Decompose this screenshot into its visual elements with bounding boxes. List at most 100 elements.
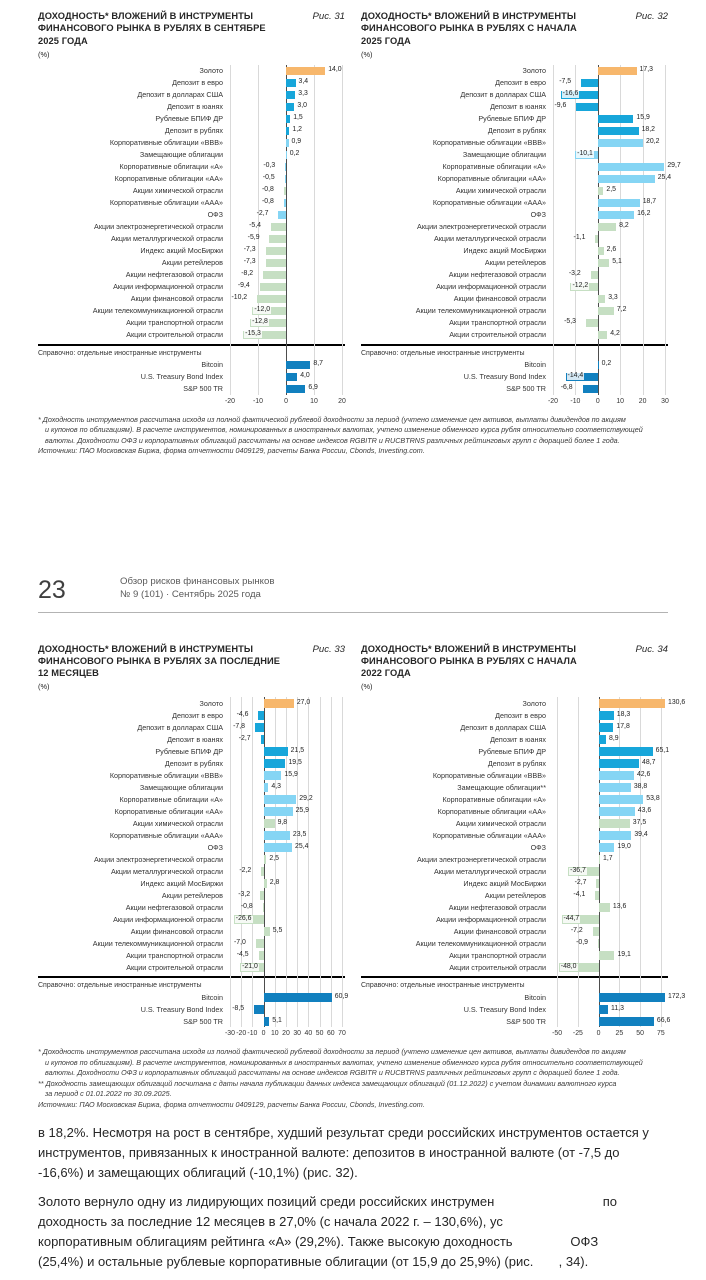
- bar: [597, 126, 639, 135]
- bar-value: -44,7: [562, 914, 581, 923]
- bar: [598, 1017, 654, 1026]
- row-label: Золото: [199, 66, 223, 76]
- gridline: [660, 697, 662, 1028]
- row-plot: -36,7: [553, 865, 665, 877]
- row-label: Акции металлургической отрасли: [433, 866, 546, 876]
- row-label: Замещающие облигации**: [457, 782, 546, 792]
- bar: [260, 735, 264, 744]
- chart-row: Акции ретейлеров -7,3: [38, 257, 345, 269]
- chart-row: S&P 500 TR 66,6: [361, 1015, 670, 1027]
- chart-row: Акции нефтегазовой отрасли 13,6: [361, 901, 668, 913]
- row-plot: -4,1: [553, 889, 665, 901]
- bar-value: -2,7: [238, 734, 251, 742]
- row-plot: -1,1: [553, 233, 665, 245]
- chart-row: Корпоративные облигации «ААА» 18,7: [361, 197, 668, 209]
- chart-row: Акции информационной отрасли -44,7: [361, 913, 668, 925]
- chart-title: ДОХОДНОСТЬ* ВЛОЖЕНИЙ В ИНСТРУМЕНТЫ ФИНАНС…: [38, 11, 266, 46]
- bar-value: 11,3: [611, 1004, 624, 1012]
- chart-row: U.S. Treasury Bond Index -8,5: [38, 1003, 345, 1015]
- bar-value: 21,5: [290, 746, 305, 754]
- bar-value: -26,6: [234, 914, 253, 923]
- row-label: Рублевые БПИФ ДР: [478, 114, 546, 124]
- row-label: Депозит в рублях: [164, 126, 223, 136]
- row-plot: -4,5: [230, 949, 342, 961]
- row-label: Золото: [199, 698, 223, 708]
- bar: [265, 246, 286, 255]
- gridline: [230, 64, 231, 395]
- bar-value: 42,6: [636, 770, 651, 778]
- bar: [254, 723, 264, 732]
- bar-value: 1,2: [292, 126, 302, 134]
- chart-row: Депозит в рублях 19,5: [38, 757, 345, 769]
- body-paragraph-2: Золото вернуло одну из лидирующих позици…: [38, 1192, 668, 1272]
- bar: [598, 795, 644, 804]
- chart-row: S&P 500 TR 6,9: [38, 383, 345, 395]
- footnote-line: и купонов по облигациям). В расчете инст…: [45, 1057, 643, 1067]
- gridline: [241, 697, 243, 1028]
- chart-row: Акции финансовой отрасли 5,5: [38, 925, 345, 937]
- bar: [597, 186, 604, 195]
- row-plot: 8,2: [553, 221, 665, 233]
- bar-value: 25,4: [657, 174, 672, 182]
- bar: [263, 855, 267, 864]
- bar-value: -21,0: [241, 962, 259, 971]
- row-label: Акции телекоммуникационной отрасли: [415, 306, 546, 316]
- chart-row: Корпоративные облигации «ВВВ» 20,2: [361, 137, 668, 149]
- bar: [598, 855, 601, 864]
- chart-row: Корпоративные облигации «ВВВ» 42,6: [361, 769, 668, 781]
- row-label: U.S. Treasury Bond Index: [140, 1004, 223, 1014]
- chart-row: Корпоративные облигации «А» 53,8: [361, 793, 668, 805]
- bar: [261, 867, 264, 876]
- bar-value: -15,3: [244, 330, 262, 339]
- row-plot: 39,4: [553, 829, 665, 841]
- row-plot: -5,3: [553, 317, 665, 329]
- bar: [263, 807, 293, 816]
- bar: [278, 210, 286, 219]
- bar-value: 18,2: [641, 126, 655, 134]
- bar: [283, 186, 286, 195]
- bar: [598, 807, 635, 816]
- row-plot: 18,3: [553, 709, 665, 721]
- bar-value: -12,8: [251, 318, 269, 327]
- axis-tick-label: 50: [636, 1030, 644, 1038]
- row-plot: -3,2: [230, 889, 342, 901]
- row-label: Корпоративные облигации «ААА»: [432, 198, 546, 208]
- bar: [243, 330, 286, 339]
- page-number: 23: [38, 575, 66, 604]
- ref-section-label: Справочно: отдельные иностранные инструм…: [361, 982, 525, 990]
- row-label: Акции транспортной отрасли: [126, 318, 223, 328]
- ref-section-label: Справочно: отдельные иностранные инструм…: [361, 349, 525, 357]
- row-plot: 15,9: [230, 769, 342, 781]
- gridline: [314, 64, 315, 395]
- bar-value: 4,2: [610, 330, 620, 338]
- row-label: Акции металлургической отрасли: [110, 866, 223, 876]
- row-plot: 25,4: [553, 173, 671, 185]
- x-axis: -50 -25 0 25 50 75: [552, 1029, 665, 1040]
- figure-label: Рис. 33: [312, 643, 345, 655]
- body-paragraph-1: в 18,2%. Несмотря на рост в сентябре, ху…: [38, 1124, 649, 1180]
- row-label: Акции транспортной отрасли: [449, 318, 546, 328]
- axis-tick-label: -10: [253, 397, 263, 405]
- bar-value: 39,4: [634, 830, 648, 838]
- row-plot: 9,8: [230, 817, 342, 829]
- row-label: Замещающие облигации: [139, 782, 223, 792]
- axis-tick-label: 10: [616, 397, 625, 405]
- bar-value: 2,6: [606, 246, 617, 254]
- chart-row: Акции финансовой отрасли -10,2: [38, 293, 345, 305]
- row-plot: -7,8: [230, 721, 342, 733]
- row-label: Рублевые БПИФ ДР: [155, 746, 223, 756]
- row-label: Акции строительной отрасли: [126, 330, 223, 340]
- bar-value: -2,7: [256, 210, 269, 218]
- row-plot: 25,9: [230, 805, 342, 817]
- bar: [597, 114, 634, 123]
- row-plot: -10,1: [553, 149, 665, 161]
- gridline: [619, 697, 621, 1028]
- axis-tick-label: 0: [284, 397, 288, 405]
- body-line: (25,4%) и остальные рублевые корпоративн…: [38, 1253, 589, 1269]
- footnote-line: * Доходность инструментов рассчитана исх…: [38, 414, 626, 424]
- body-line: доходность за последние 12 месяцев в 27,…: [38, 1213, 503, 1229]
- row-label: ОФЗ: [530, 210, 546, 220]
- row-plot: -14,4: [553, 371, 665, 383]
- row-label: Золото: [522, 66, 546, 76]
- chart-row: Депозит в юанях -9,6: [361, 101, 668, 113]
